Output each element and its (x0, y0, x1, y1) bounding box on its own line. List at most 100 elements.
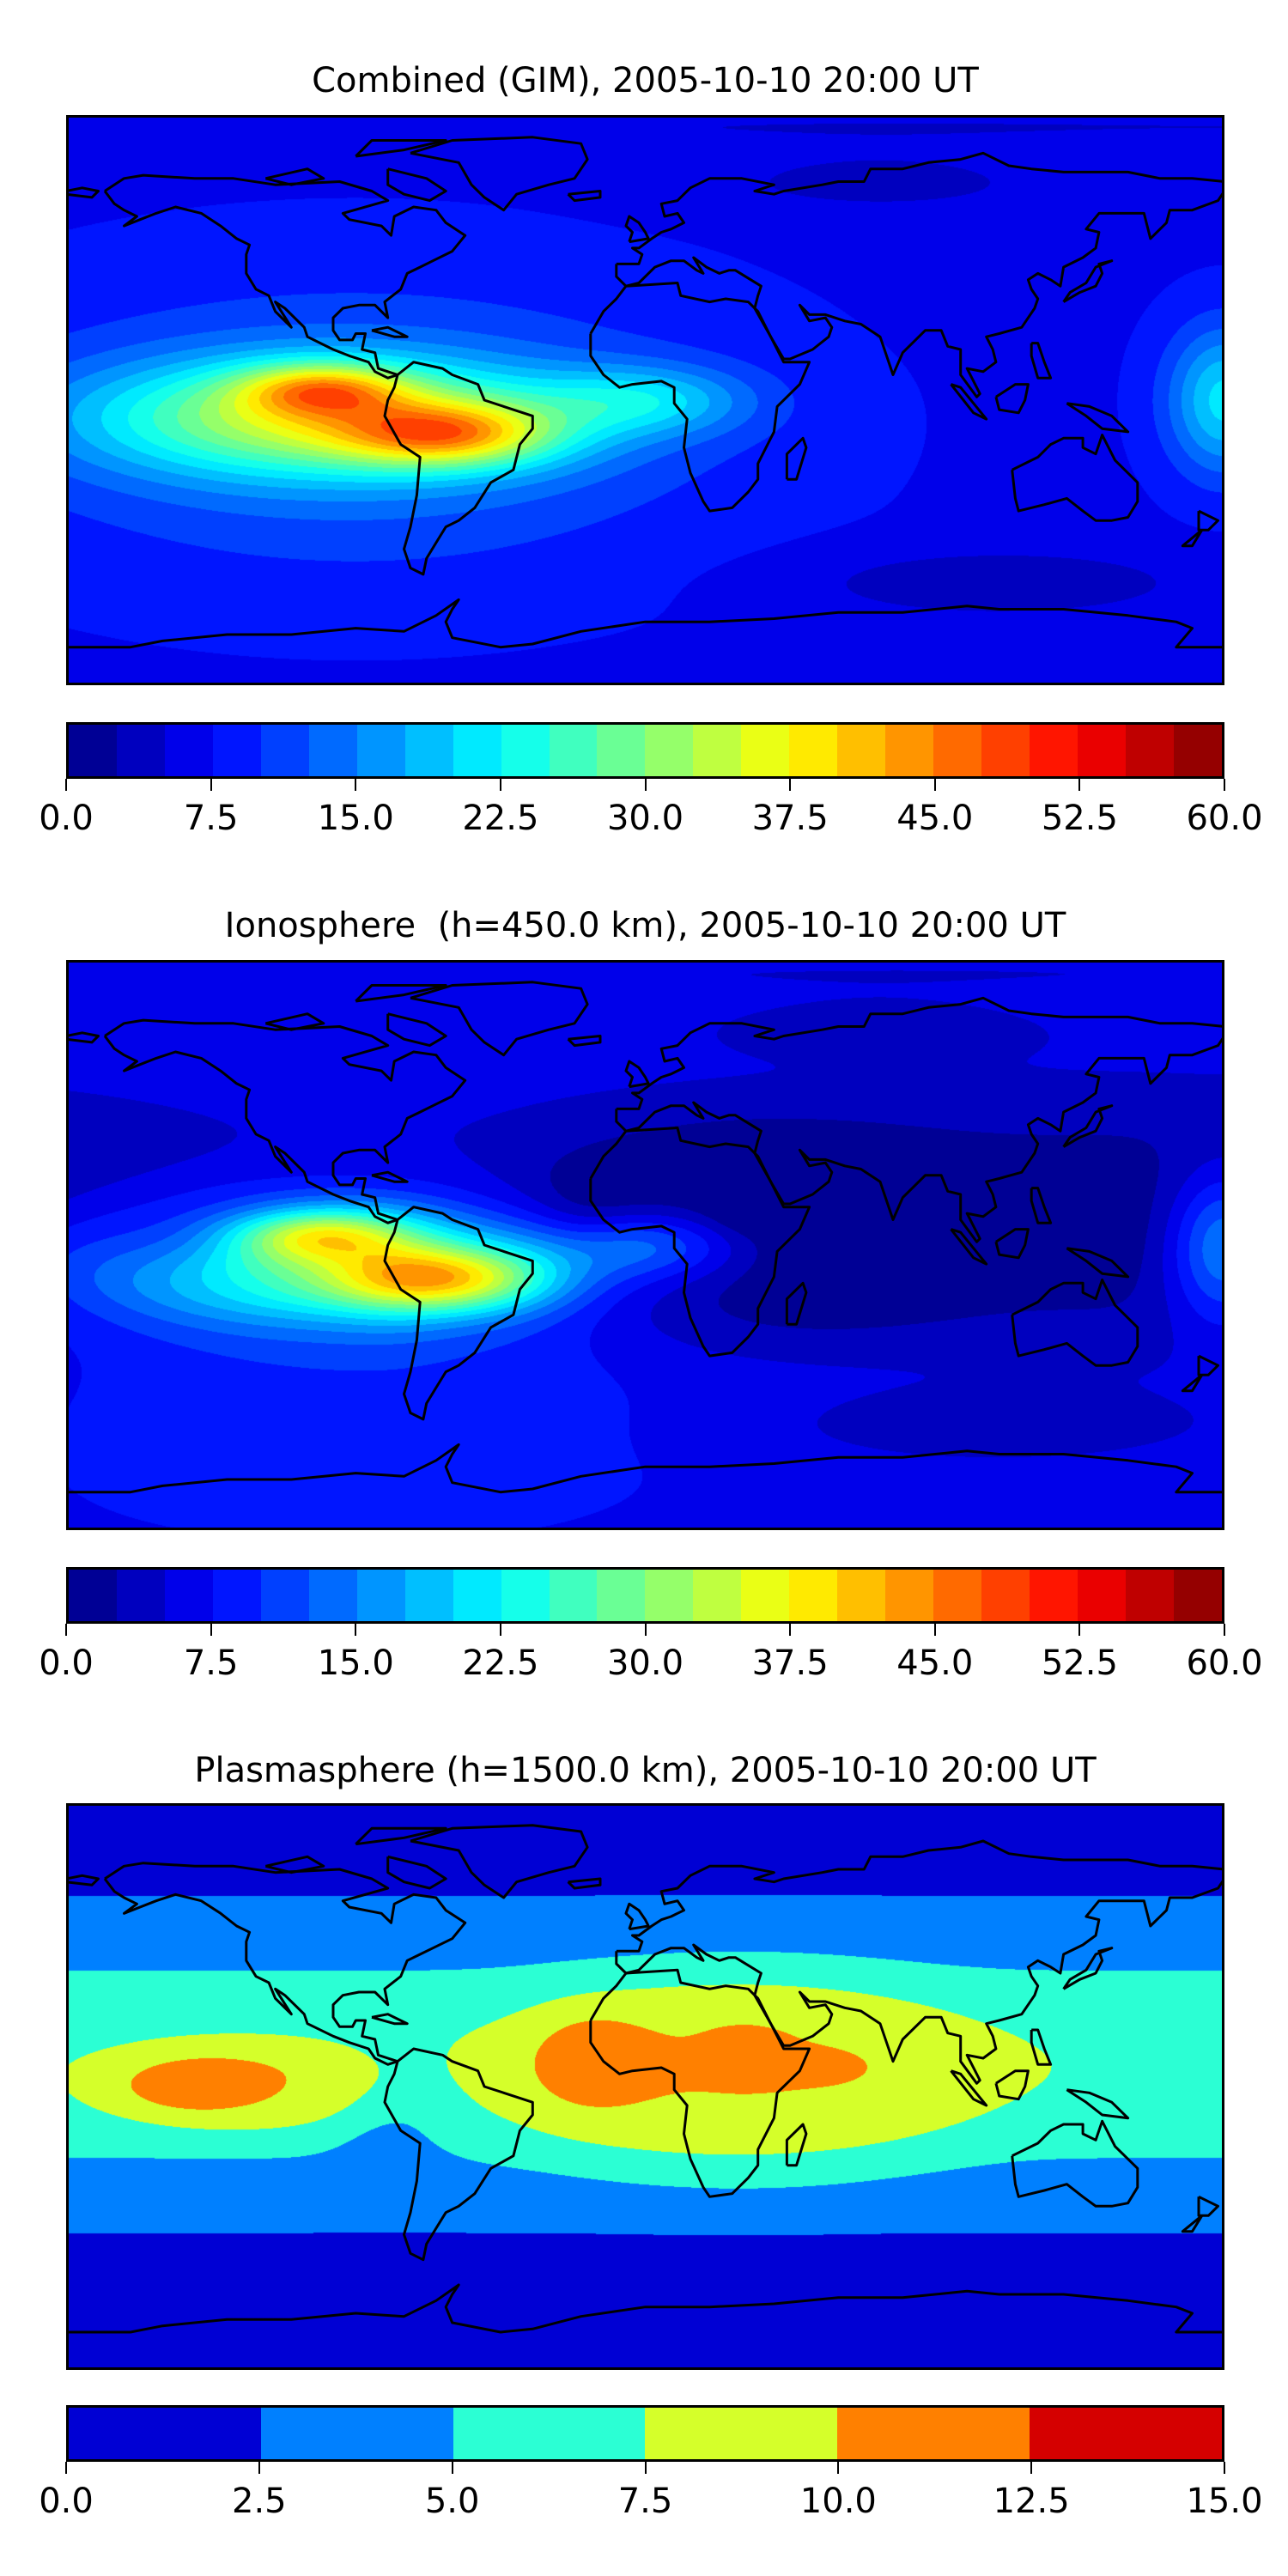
colorbar-level (837, 1570, 886, 1621)
tec-map-ionosphere (66, 960, 1224, 1530)
coastline (567, 1877, 602, 1890)
colorbar-level (1125, 725, 1174, 776)
colorbar-tick-label: 0.0 (39, 1643, 94, 1683)
colorbar-level (308, 725, 357, 776)
colorbar-level (789, 725, 838, 776)
colorbar-level (69, 725, 117, 776)
coastlines (66, 1824, 1224, 2334)
colorbar-level (453, 2408, 646, 2459)
colorbar-level (693, 725, 742, 776)
coastline (383, 361, 534, 576)
coastline (264, 1012, 325, 1031)
colorbar-level (645, 1570, 694, 1621)
coastline (615, 996, 1224, 1243)
colorbar-level (453, 1570, 501, 1621)
colorbar-tick-label: 15.0 (317, 799, 394, 838)
colorbar-level (1030, 2408, 1222, 2459)
coastlines (66, 981, 1224, 1494)
colorbar-tick (837, 2462, 840, 2474)
colorbar-tick-label: 7.5 (183, 1643, 239, 1683)
colorbar-level (212, 1570, 261, 1621)
coastline (1062, 1947, 1114, 1990)
coastline (410, 1824, 589, 1899)
colorbar-level (1030, 1570, 1078, 1621)
coastline (386, 1012, 447, 1048)
coastline (103, 1018, 467, 1224)
coastline (785, 1281, 808, 1326)
coastline (386, 167, 447, 203)
coastline (1030, 1187, 1053, 1224)
colorbar-tick-label: 12.5 (993, 2482, 1070, 2521)
coastline (567, 190, 602, 203)
coastline (1030, 2028, 1053, 2066)
coastline (1011, 1279, 1139, 1367)
coastline (66, 2283, 1224, 2334)
coastline (355, 139, 447, 158)
colorbar-tick (1078, 779, 1081, 791)
coastline (383, 2047, 534, 2262)
colorbar-plasmasphere: 0.0 2.5 5.0 7.5 10.0 12.5 15.0 (39, 2405, 1263, 2520)
coastline (1030, 342, 1053, 380)
coastline (950, 383, 988, 421)
colorbar-tick (789, 779, 792, 791)
coastline (1197, 2195, 1219, 2217)
colorbar-level (404, 1570, 453, 1621)
colorbar-level (1125, 1570, 1174, 1621)
coastline (383, 1206, 534, 1421)
colorbar-tick (355, 1624, 357, 1636)
colorbar-level (1030, 725, 1078, 776)
colorbar-tick-label: 10.0 (799, 2482, 877, 2521)
colorbar-tick-label: 52.5 (1041, 799, 1118, 838)
colorbar-level (789, 1570, 838, 1621)
colorbar-level (837, 725, 886, 776)
coastline (589, 1127, 811, 1358)
coastline (1181, 1374, 1204, 1393)
colorbar-level (164, 725, 213, 776)
coastline (410, 136, 589, 212)
colorbar-tick-label: 45.0 (896, 1643, 974, 1683)
colorbar-tick (1224, 1624, 1225, 1636)
coastline (994, 383, 1030, 415)
coastline (785, 2123, 808, 2167)
coastline (994, 1228, 1030, 1260)
coastline (1181, 2215, 1204, 2233)
coastline (1062, 1104, 1114, 1148)
colorbar-tick (644, 1624, 647, 1636)
colorbar-tick (65, 779, 67, 791)
colorbar-level (356, 725, 405, 776)
coastline (355, 1826, 447, 1846)
colorbar-level (356, 1570, 405, 1621)
coastline (1062, 259, 1114, 303)
colorbar-tick (355, 779, 357, 791)
colorbar-tick (499, 779, 501, 791)
coastline (66, 1031, 100, 1044)
coastline (103, 173, 467, 380)
colorbar-level (597, 1570, 646, 1621)
map-frame (66, 1803, 1224, 2370)
colorbar-level (501, 725, 550, 776)
colorbar-tick (1224, 779, 1225, 791)
colorbar-tick-label: 0.0 (39, 799, 94, 838)
coastline (615, 151, 1224, 398)
coastline (1197, 509, 1219, 532)
coastline (1066, 2088, 1130, 2120)
colorbar-level (597, 725, 646, 776)
colorbar-tick-label: 7.5 (617, 2482, 673, 2521)
colorbar-level (933, 725, 982, 776)
colorbar-tick (258, 2462, 260, 2474)
coastline (355, 984, 447, 1003)
coastline (1011, 2119, 1139, 2208)
coastline (950, 2069, 988, 2107)
coastline (371, 1170, 409, 1183)
colorbar-tick (499, 1624, 501, 1636)
coastline (994, 2069, 1030, 2101)
colorbar-level (885, 725, 934, 776)
colorbar-level (69, 1570, 117, 1621)
colorbar-tick-label: 52.5 (1041, 1643, 1118, 1683)
colorbar-tick-label: 7.5 (183, 799, 239, 838)
colorbar-ionosphere: 0.0 7.5 15.0 22.5 30.0 37.5 45.0 52.5 60.0 (39, 1567, 1263, 1682)
colorbar-tick (210, 1624, 212, 1636)
colorbar-level (453, 725, 501, 776)
colorbar-level (693, 1570, 742, 1621)
colorbar-tick (1224, 2462, 1225, 2474)
